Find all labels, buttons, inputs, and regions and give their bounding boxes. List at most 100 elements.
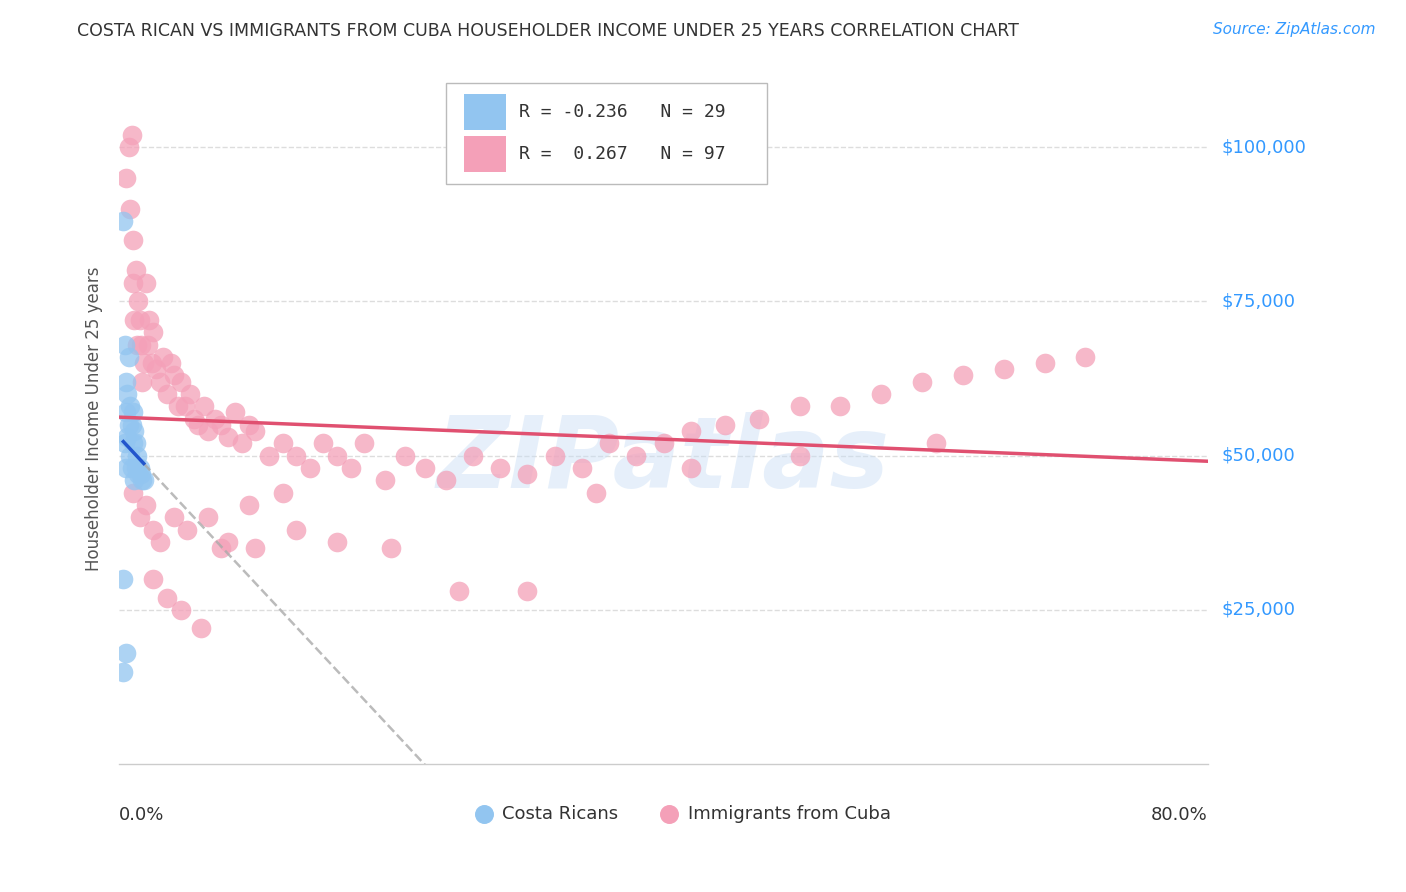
Text: $50,000: $50,000 <box>1222 447 1295 465</box>
Point <box>190 622 212 636</box>
Point <box>217 430 239 444</box>
FancyBboxPatch shape <box>446 83 768 184</box>
Text: Costa Ricans: Costa Ricans <box>502 805 619 823</box>
Point <box>142 523 165 537</box>
Point <box>142 572 165 586</box>
Point <box>911 375 934 389</box>
Point <box>285 449 308 463</box>
Point <box>138 313 160 327</box>
Text: Immigrants from Cuba: Immigrants from Cuba <box>688 805 890 823</box>
Point <box>128 461 150 475</box>
Point <box>121 461 143 475</box>
Point <box>415 461 437 475</box>
Point <box>163 368 186 383</box>
Point <box>114 436 136 450</box>
Point <box>173 399 195 413</box>
Point <box>179 387 201 401</box>
Point <box>271 485 294 500</box>
Point <box>209 417 232 432</box>
Point <box>312 436 335 450</box>
Point <box>118 350 141 364</box>
Point <box>132 474 155 488</box>
Point <box>516 584 538 599</box>
Point <box>298 461 321 475</box>
Point <box>129 337 152 351</box>
Text: $100,000: $100,000 <box>1222 138 1306 156</box>
Text: COSTA RICAN VS IMMIGRANTS FROM CUBA HOUSEHOLDER INCOME UNDER 25 YEARS CORRELATIO: COSTA RICAN VS IMMIGRANTS FROM CUBA HOUS… <box>77 22 1019 40</box>
Point <box>714 417 737 432</box>
Point <box>326 449 349 463</box>
Point <box>115 170 138 185</box>
Point <box>585 485 607 500</box>
Point <box>789 449 811 463</box>
Point <box>598 436 620 450</box>
Point <box>160 356 183 370</box>
Point <box>516 467 538 482</box>
Point <box>571 461 593 475</box>
Point <box>127 467 149 482</box>
Point <box>149 535 172 549</box>
Point <box>285 523 308 537</box>
Text: $75,000: $75,000 <box>1222 293 1296 310</box>
Point <box>122 485 145 500</box>
Point <box>121 417 143 432</box>
Text: R =  0.267   N = 97: R = 0.267 N = 97 <box>519 145 725 163</box>
Point <box>115 461 138 475</box>
Point <box>117 387 139 401</box>
Point <box>257 449 280 463</box>
Point <box>128 510 150 524</box>
Point <box>122 233 145 247</box>
Point <box>124 436 146 450</box>
Point <box>449 584 471 599</box>
Point <box>127 294 149 309</box>
Point <box>120 202 142 216</box>
Point <box>122 436 145 450</box>
Point <box>626 449 648 463</box>
Point <box>135 276 157 290</box>
Point <box>993 362 1015 376</box>
Point <box>122 474 145 488</box>
Point <box>380 541 402 556</box>
Point <box>120 449 142 463</box>
FancyBboxPatch shape <box>464 95 506 130</box>
Y-axis label: Householder Income Under 25 years: Householder Income Under 25 years <box>86 267 103 571</box>
Point <box>115 375 138 389</box>
Point <box>115 405 138 419</box>
Point <box>217 535 239 549</box>
Point <box>128 313 150 327</box>
Point <box>434 474 457 488</box>
Point <box>197 424 219 438</box>
Point <box>870 387 893 401</box>
Text: Source: ZipAtlas.com: Source: ZipAtlas.com <box>1212 22 1375 37</box>
Point <box>187 417 209 432</box>
Point <box>245 424 267 438</box>
Point <box>925 436 948 450</box>
Point <box>238 498 260 512</box>
Point <box>271 436 294 450</box>
Point <box>121 128 143 142</box>
Point <box>136 337 159 351</box>
Point <box>142 325 165 339</box>
Point <box>224 405 246 419</box>
Point <box>122 313 145 327</box>
Point <box>156 387 179 401</box>
Point <box>1033 356 1056 370</box>
Point <box>149 375 172 389</box>
Point <box>118 140 141 154</box>
Point <box>122 424 145 438</box>
Point <box>326 535 349 549</box>
Point <box>141 356 163 370</box>
Point <box>125 337 148 351</box>
Point <box>166 399 188 413</box>
Point <box>131 474 153 488</box>
Point <box>132 356 155 370</box>
Point <box>544 449 567 463</box>
Text: $25,000: $25,000 <box>1222 601 1296 619</box>
Point <box>564 757 586 772</box>
Text: 80.0%: 80.0% <box>1152 805 1208 823</box>
Point <box>131 375 153 389</box>
Point <box>145 362 167 376</box>
Point <box>117 430 139 444</box>
Point <box>679 424 702 438</box>
Point <box>135 498 157 512</box>
